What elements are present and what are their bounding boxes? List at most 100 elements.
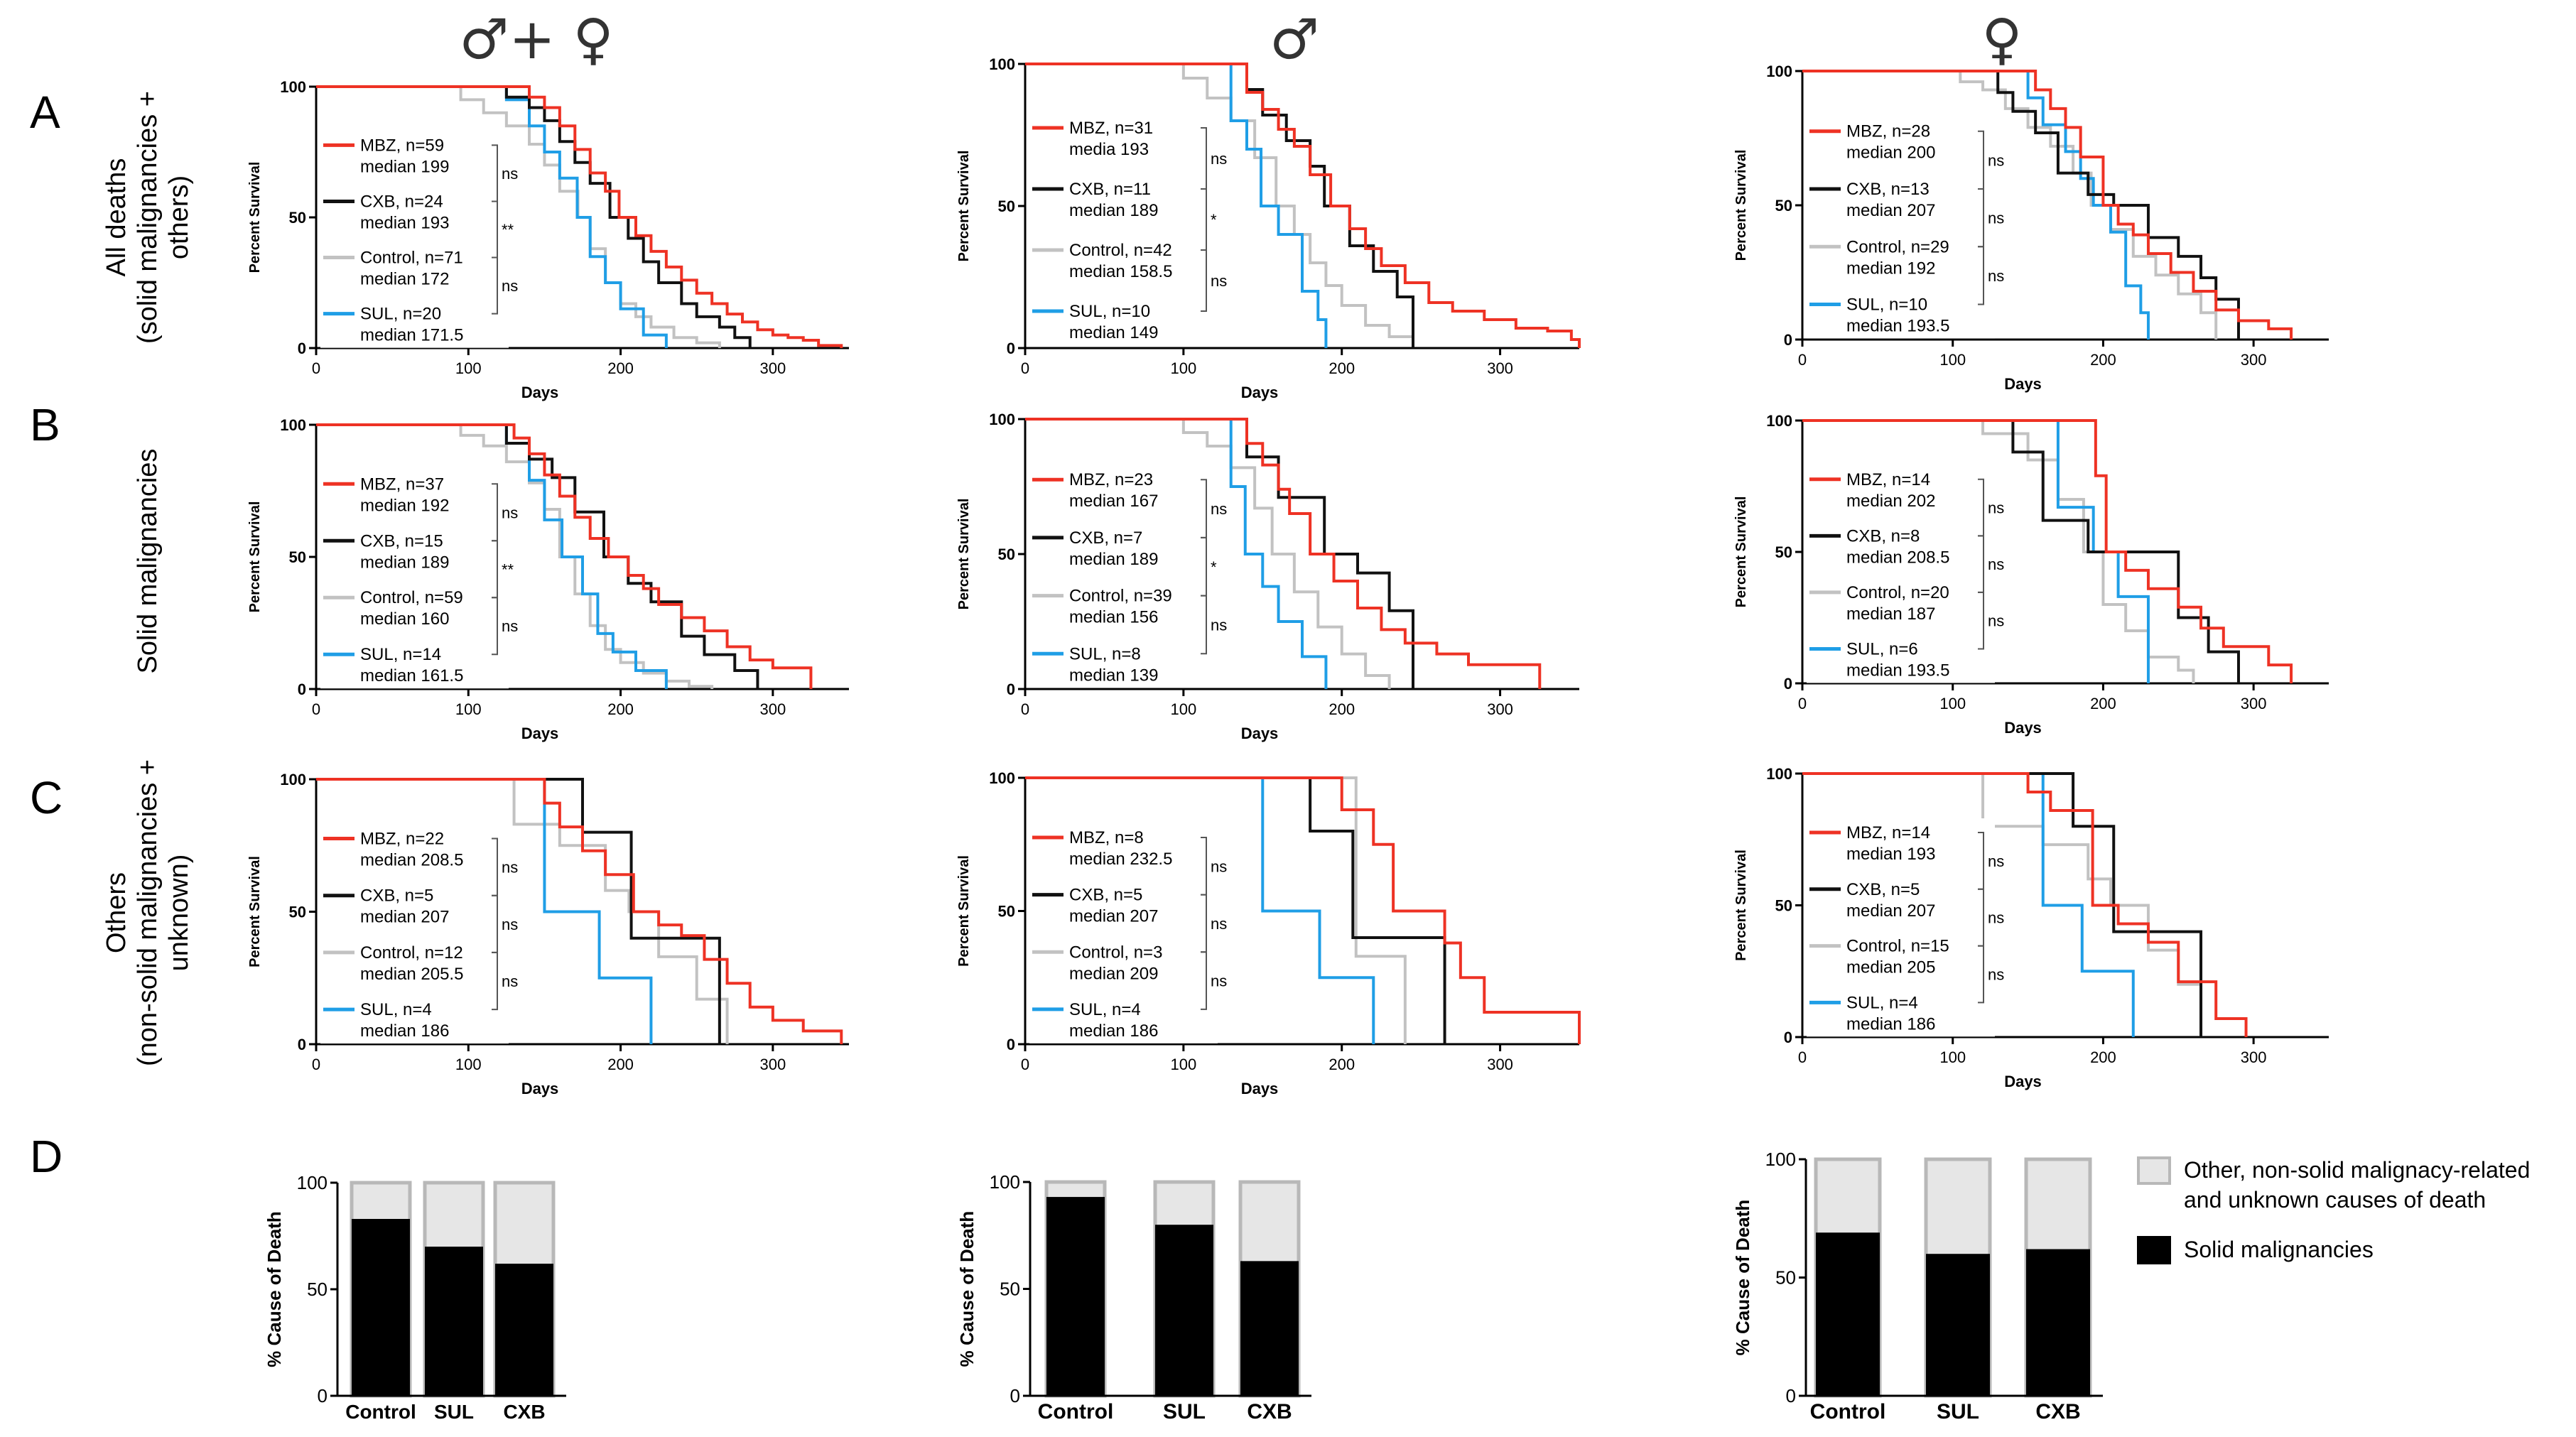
survival-panel-C-2: 0 50 100 0 100 200 300 Days Percent Survival MBZ,… (1733, 765, 2329, 1090)
legend-entry-control: Control, n=12 (360, 943, 463, 962)
x-tick-label: 200 (1328, 359, 1355, 377)
legend-median-sul: median 161.5 (360, 666, 463, 685)
y-axis-label: Percent Survival (1733, 150, 1749, 261)
y-tick-label: 100 (297, 1172, 328, 1193)
survival-curve-mbz (316, 423, 813, 689)
legend-backdrop (1807, 116, 1995, 166)
x-axis-label: Days (2004, 1073, 2042, 1090)
legend-backdrop (320, 131, 509, 180)
legend-backdrop (1807, 818, 1995, 867)
comparison-significance: ns (1988, 852, 2004, 870)
x-axis-label: Days (2004, 375, 2042, 393)
x-tick-label: 100 (1939, 351, 1966, 369)
comparison-significance: ns (502, 859, 518, 877)
comparison-significance: ns (1211, 616, 1227, 634)
comparison-bracket (1201, 595, 1207, 655)
legend-median-mbz: median 199 (360, 157, 449, 176)
comparison-significance: ns (1211, 500, 1227, 518)
survival-curve-mbz (1802, 772, 2248, 1037)
survival-curve-cxb (1025, 63, 1414, 348)
x-tick-label: 200 (607, 700, 634, 718)
legend-label-other: and unknown causes of death (2184, 1187, 2486, 1213)
survival-curve-sul (1025, 418, 1328, 689)
legend-median-mbz: median 193 (1846, 845, 1935, 864)
y-tick-label: 50 (1775, 543, 1792, 561)
comparison-significance: ns (502, 504, 518, 521)
legend-entry-cxb: CXB, n=5 (360, 886, 433, 906)
cause-of-death-bar-chart-2: Control SUL CXB 0 50 100 % Cause of Death (1732, 1149, 2103, 1424)
y-tick-label: 50 (998, 546, 1015, 563)
comparison-bracket (1978, 591, 1984, 650)
legend-median-cxb: median 208.5 (1846, 548, 1949, 567)
row-label-line: All deaths (102, 158, 131, 277)
survival-panel-C-1: 0 50 100 0 100 200 300 Days Percent Survival MBZ,… (956, 769, 1581, 1097)
legend-median-sul: median 186 (1069, 1021, 1158, 1041)
survival-curve-mbz (316, 85, 843, 348)
survival-curve-mbz (1802, 70, 2293, 340)
legend-backdrop (1029, 175, 1218, 223)
row-letter-D: D (30, 1131, 63, 1182)
survival-curve-cxb (1802, 70, 2240, 340)
legend-backdrop (1029, 114, 1218, 162)
x-tick-label: 0 (312, 359, 320, 377)
legend-median-mbz: median 200 (1846, 143, 1935, 163)
row-letter-C: C (30, 772, 63, 823)
legend-entry-control: Control, n=29 (1846, 237, 1949, 256)
bar-solid-cxb (495, 1264, 553, 1396)
bar-category-label: CXB (1247, 1400, 1292, 1424)
comparison-bracket (492, 951, 498, 1011)
legend-entry-mbz: MBZ, n=23 (1069, 470, 1153, 489)
y-tick-label: 50 (1775, 897, 1792, 915)
legend-entry-control: Control, n=15 (1846, 937, 1949, 956)
legend-entry-cxb: CXB, n=5 (1069, 886, 1142, 905)
y-axis-label: % Cause of Death (1732, 1200, 1753, 1356)
y-axis-label: % Cause of Death (956, 1211, 978, 1367)
bar-category-label: Control (1038, 1400, 1114, 1424)
x-tick-label: 200 (2090, 695, 2116, 712)
y-tick-label: 100 (1765, 1149, 1796, 1170)
comparison-significance: ns (1211, 272, 1227, 290)
comparison-significance: * (1211, 211, 1217, 229)
x-axis-label: Days (521, 1080, 559, 1097)
row-label-C: Others (non-solid malignancies + unknown) (102, 759, 194, 1066)
comparison-bracket (1201, 249, 1207, 312)
y-tick-label: 100 (990, 1171, 1020, 1193)
x-axis-label: Days (521, 384, 559, 401)
y-tick-label: 0 (298, 340, 306, 357)
x-axis-label: Days (1241, 1080, 1279, 1097)
legend-backdrop (1807, 521, 1995, 570)
bar-solid-cxb (1240, 1261, 1299, 1396)
comparison-significance: ns (502, 617, 518, 635)
y-tick-label: 0 (318, 1385, 328, 1406)
legend-entry-sul: SUL, n=4 (1846, 993, 1918, 1012)
y-tick-label: 50 (289, 904, 306, 921)
legend-entry-cxb: CXB, n=8 (1846, 526, 1920, 546)
legend-median-control: median 192 (1846, 259, 1935, 278)
legend-backdrop (1807, 634, 1995, 683)
legend-backdrop (320, 299, 509, 348)
bar-category-label: SUL (1937, 1400, 1979, 1424)
legend-backdrop (1807, 874, 1995, 923)
x-axis-label: Days (1241, 725, 1279, 742)
survival-panel-B-2: 0 50 100 0 100 200 300 Days Percent Survival MBZ,… (1733, 412, 2329, 737)
x-tick-label: 0 (1021, 1056, 1029, 1073)
survival-panel-A-1: 0 50 100 0 100 200 300 Days Percent Survival MBZ,… (956, 55, 1581, 401)
survival-curve-sul (316, 85, 668, 348)
survival-panel-B-0: 0 50 100 0 100 200 300 Days Percent Survival MBZ,… (247, 416, 849, 742)
x-tick-label: 300 (759, 1056, 786, 1073)
legend-backdrop (320, 187, 509, 236)
legend-median-control: median 172 (360, 270, 449, 289)
y-axis-label: Percent Survival (956, 151, 972, 262)
legend-backdrop (1807, 465, 1995, 514)
survival-curve-mbz (1025, 418, 1542, 689)
y-tick-label: 50 (998, 903, 1015, 921)
x-tick-label: 300 (2241, 351, 2267, 369)
x-tick-label: 100 (1170, 700, 1196, 718)
legend-backdrop (1807, 290, 1995, 339)
x-tick-label: 300 (759, 700, 786, 718)
legend-median-cxb: median 189 (360, 553, 449, 572)
legend-label-other: Other, non-solid malignacy-related (2184, 1157, 2530, 1183)
comparison-bracket (1201, 951, 1207, 1010)
legend-backdrop (320, 824, 509, 873)
legend-median-sul: median 186 (360, 1021, 449, 1041)
